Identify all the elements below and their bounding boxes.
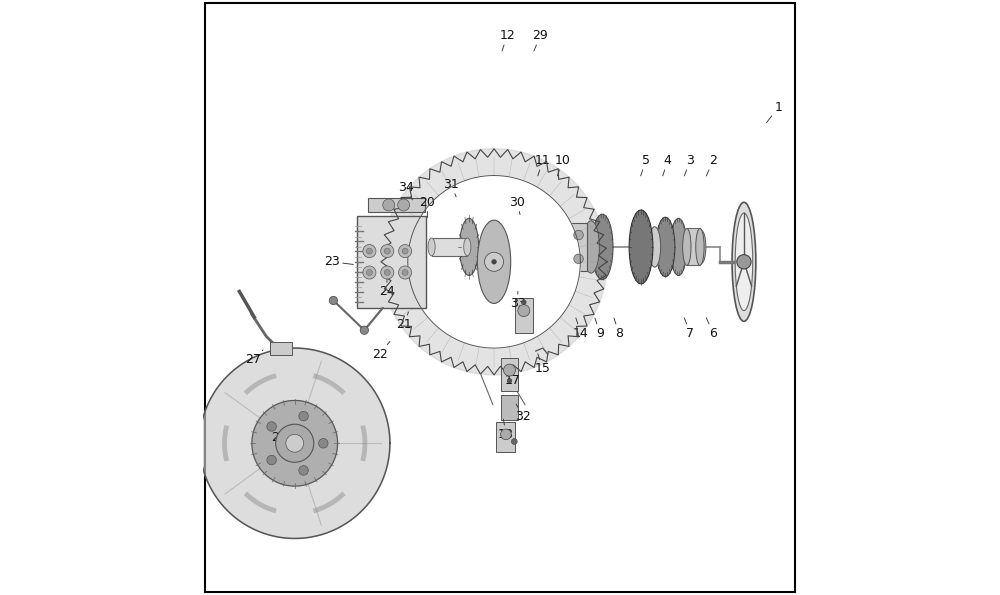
- Text: 20: 20: [419, 196, 435, 217]
- Ellipse shape: [532, 218, 551, 275]
- Circle shape: [492, 259, 496, 264]
- Text: 34: 34: [398, 181, 414, 200]
- Text: 18: 18: [498, 419, 514, 441]
- FancyBboxPatch shape: [357, 216, 426, 308]
- Text: 29: 29: [533, 29, 548, 51]
- Text: 15: 15: [535, 353, 551, 375]
- Circle shape: [319, 439, 328, 448]
- Circle shape: [299, 411, 308, 421]
- FancyBboxPatch shape: [501, 358, 518, 392]
- Text: 32: 32: [515, 404, 530, 423]
- Ellipse shape: [649, 227, 661, 267]
- Text: 22: 22: [372, 342, 390, 361]
- Ellipse shape: [629, 210, 653, 284]
- Text: 21: 21: [396, 312, 411, 331]
- Text: 3: 3: [684, 154, 694, 176]
- Polygon shape: [408, 176, 580, 348]
- Circle shape: [383, 199, 395, 211]
- Circle shape: [363, 245, 376, 258]
- Text: 24: 24: [379, 280, 395, 298]
- Circle shape: [399, 245, 412, 258]
- FancyBboxPatch shape: [432, 238, 467, 256]
- Polygon shape: [381, 149, 607, 375]
- Circle shape: [267, 422, 276, 431]
- Circle shape: [286, 434, 304, 452]
- Text: 27: 27: [245, 350, 263, 367]
- Polygon shape: [252, 400, 338, 486]
- Ellipse shape: [428, 238, 435, 256]
- Circle shape: [501, 429, 511, 440]
- Text: 8: 8: [614, 318, 623, 340]
- Ellipse shape: [670, 218, 687, 275]
- Text: 11: 11: [535, 154, 551, 176]
- Circle shape: [299, 466, 308, 475]
- Text: 2: 2: [706, 154, 717, 176]
- Ellipse shape: [656, 217, 675, 277]
- Text: 7: 7: [684, 318, 694, 340]
- Circle shape: [507, 378, 512, 383]
- Circle shape: [574, 254, 583, 264]
- Ellipse shape: [592, 214, 613, 280]
- FancyBboxPatch shape: [501, 395, 518, 420]
- FancyBboxPatch shape: [270, 342, 292, 355]
- Circle shape: [504, 364, 515, 376]
- Ellipse shape: [545, 208, 571, 286]
- FancyBboxPatch shape: [515, 298, 533, 333]
- Circle shape: [276, 424, 314, 462]
- Circle shape: [384, 248, 390, 254]
- Text: 12: 12: [499, 29, 515, 51]
- Circle shape: [398, 199, 410, 211]
- Ellipse shape: [477, 220, 511, 303]
- Text: 10: 10: [555, 154, 570, 176]
- Circle shape: [574, 230, 583, 240]
- Ellipse shape: [583, 221, 599, 273]
- Circle shape: [399, 266, 412, 279]
- Text: 5: 5: [641, 154, 650, 176]
- Text: 14: 14: [573, 318, 589, 340]
- Ellipse shape: [696, 230, 706, 264]
- Ellipse shape: [696, 228, 704, 265]
- Ellipse shape: [521, 222, 538, 272]
- Circle shape: [329, 296, 338, 305]
- Circle shape: [363, 266, 376, 279]
- Circle shape: [384, 270, 390, 275]
- Circle shape: [485, 252, 504, 271]
- Text: 23: 23: [324, 255, 353, 268]
- Text: 31: 31: [443, 178, 459, 197]
- Circle shape: [402, 270, 408, 275]
- Text: 26: 26: [271, 427, 300, 444]
- Circle shape: [511, 439, 517, 444]
- Text: 4: 4: [663, 154, 672, 176]
- Ellipse shape: [460, 218, 479, 275]
- Circle shape: [366, 248, 372, 254]
- Circle shape: [518, 305, 530, 317]
- Ellipse shape: [464, 238, 471, 256]
- Ellipse shape: [735, 213, 753, 311]
- FancyBboxPatch shape: [368, 198, 425, 212]
- FancyBboxPatch shape: [687, 228, 700, 265]
- Ellipse shape: [732, 202, 756, 321]
- Text: 1: 1: [766, 101, 782, 123]
- Circle shape: [402, 248, 408, 254]
- Circle shape: [381, 266, 394, 279]
- FancyBboxPatch shape: [496, 422, 515, 452]
- Text: 6: 6: [706, 318, 717, 340]
- Circle shape: [360, 326, 369, 334]
- Circle shape: [366, 270, 372, 275]
- Circle shape: [521, 300, 526, 305]
- Text: 9: 9: [595, 318, 604, 340]
- FancyBboxPatch shape: [570, 223, 587, 271]
- Text: 33: 33: [510, 292, 526, 310]
- Text: 30: 30: [509, 196, 525, 215]
- Polygon shape: [200, 348, 390, 538]
- Ellipse shape: [683, 228, 691, 265]
- Circle shape: [737, 255, 751, 269]
- Circle shape: [267, 455, 276, 465]
- Circle shape: [381, 245, 394, 258]
- Text: 17: 17: [505, 366, 521, 387]
